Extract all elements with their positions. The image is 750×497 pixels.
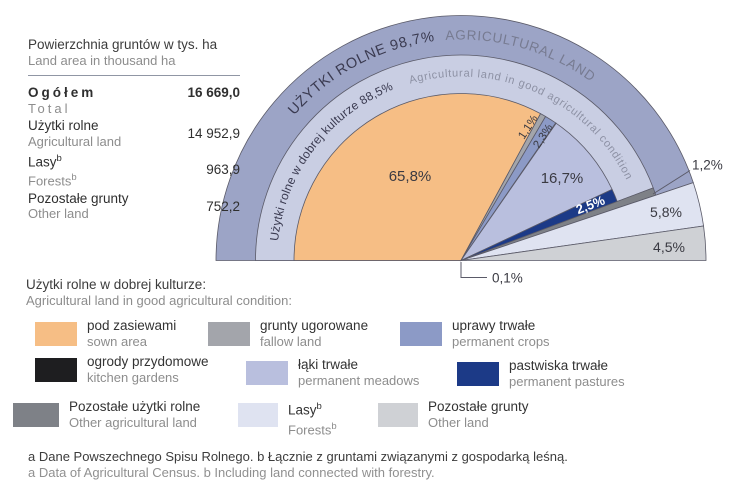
legend-title-pl: Użytki rolne w dobrej kulturze:: [26, 277, 207, 292]
table-title-en: Land area in thousand ha: [28, 53, 176, 68]
legend-item-Forests: Lasyb Forestsb: [238, 399, 337, 438]
legend-label-en: sown area: [87, 334, 147, 349]
slice-label-other-agricultural-land: 1,2%: [692, 158, 723, 173]
legend-swatch: [35, 358, 77, 382]
legend-item-Other-agricultural-land: Pozostałe użytki rolne Other agricultural…: [13, 399, 200, 431]
footnote-en: a Data of Agricultural Census. b Includi…: [28, 465, 435, 480]
table-row: Użytki rolne Agricultural land 14 952,9: [28, 118, 240, 149]
legend-label-en: Other land: [428, 415, 489, 430]
legend-label-pl: Lasyb: [288, 401, 322, 418]
slice-label-forests: 5,8%: [650, 204, 682, 220]
legend-label-en: permanent crops: [452, 334, 550, 349]
legend-item-Other-land: Pozostałe grunty Other land: [378, 399, 529, 431]
legend-label-en: kitchen gardens: [87, 370, 179, 385]
legend-label-pl: Pozostałe użytki rolne: [69, 399, 201, 414]
legend-swatch: [208, 322, 250, 346]
legend-label-pl: Pozostałe grunty: [428, 399, 529, 414]
row-value: 963,9: [206, 162, 240, 178]
callout-line-kitchen-gardens: [460, 262, 487, 278]
divider: [28, 75, 240, 76]
legend-label-pl: pastwiska trwałe: [509, 358, 609, 373]
row-label-pl: Pozostałe grunty: [28, 190, 129, 206]
footnote-pl: a Dane Powszechnego Spisu Rolnego. b Łąc…: [28, 449, 568, 464]
legend-label-pl: łąki trwałe: [298, 357, 359, 372]
row-label-pl: Ogółem: [28, 85, 97, 100]
slice-sown-area: [293, 93, 542, 261]
table-row: Ogółem Total 16 669,0: [28, 85, 240, 116]
legend-title-en: Agricultural land in good agricultural c…: [26, 293, 292, 308]
row-label-pl: Lasyb: [28, 153, 62, 170]
table-row: Lasyb Forestsb 963,9: [28, 151, 240, 189]
legend-label-en: permanent meadows: [298, 373, 420, 388]
legend-label-pl: uprawy trwałe: [452, 318, 536, 333]
row-value: 14 952,9: [187, 126, 240, 141]
row-label-en: Agricultural land: [28, 133, 122, 149]
row-label-en: Forestsb: [28, 172, 77, 189]
table-title-pl: Powierzchnia gruntów w tys. ha: [28, 37, 218, 52]
legend-swatch: [246, 361, 288, 385]
legend-label-en: Forestsb: [288, 420, 337, 437]
legend-label-en: fallow land: [260, 334, 322, 349]
slice-label-permanent-meadows: 16,7%: [541, 170, 584, 187]
legend-item-permanent-pastures: pastwiska trwałe permanent pastures: [457, 358, 625, 390]
legend-swatch: [13, 403, 59, 427]
row-label-pl: Użytki rolne: [28, 118, 99, 133]
slice-label-kitchen-gardens: 0,1%: [492, 271, 523, 286]
legend-item-permanent-meadows: łąki trwałe permanent meadows: [246, 357, 419, 389]
legend-swatch: [35, 322, 77, 346]
callout-line-other-agricultural-land: [652, 170, 691, 195]
legend-swatch: [457, 362, 499, 386]
legend-swatch: [378, 403, 418, 427]
legend-label-pl: ogrody przydomowe: [87, 354, 209, 369]
legend-label-pl: grunty ugorowane: [260, 318, 369, 333]
legend-item-kitchen-gardens: ogrody przydomowe kitchen gardens: [35, 354, 209, 386]
slice-label-sown-area: 65,8%: [389, 168, 432, 185]
row-value: 16 669,0: [187, 85, 240, 100]
legend-label-en: permanent pastures: [509, 374, 625, 389]
legend-label-pl: pod zasiewami: [87, 318, 177, 333]
row-label-en: Total: [28, 100, 71, 116]
row-value: 752,2: [206, 198, 240, 214]
slice-other-land: [460, 225, 707, 261]
legend-item-fallow-land: grunty ugorowane fallow land: [208, 318, 368, 350]
legend-label-en: Other agricultural land: [69, 415, 197, 430]
slice-label-other-land: 4,5%: [653, 239, 685, 255]
row-label-en: Other land: [28, 206, 89, 222]
slice-permanent-meadows: [459, 122, 613, 262]
table-row: Pozostałe grunty Other land 752,2: [28, 191, 240, 222]
legend-swatch: [238, 403, 278, 427]
legend-item-permanent-crops: uprawy trwałe permanent crops: [400, 318, 550, 350]
land-area-table: Powierzchnia gruntów w tys. ha Land area…: [28, 37, 240, 224]
legend-swatch: [400, 322, 442, 346]
legend-item-sown-area: pod zasiewami sown area: [35, 318, 176, 350]
